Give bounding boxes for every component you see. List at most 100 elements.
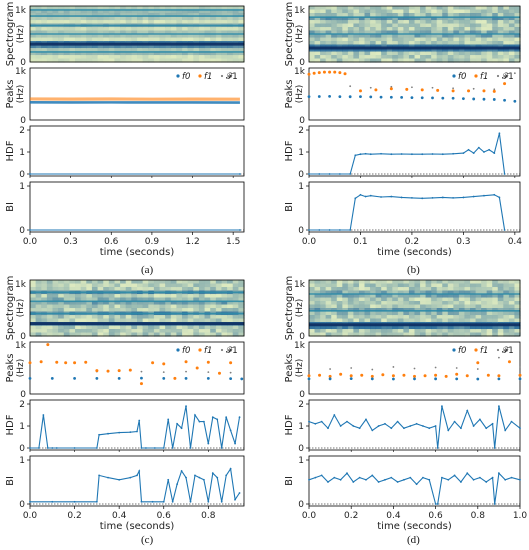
spectrogram-cell [397,329,404,334]
spectrogram-cell [137,27,144,32]
spectrogram-cell [153,30,161,35]
spectrogram-cell [204,6,211,11]
spectrogram-cell [381,34,388,39]
spectrogram-cell [131,318,138,323]
spectrogram-cell [381,51,388,56]
spectrogram-cell [148,283,155,288]
spectrogram-cell [221,13,228,18]
spectrogram-cell [453,329,460,334]
spectrogram-cell [63,280,71,285]
spectrogram-cell [148,308,155,313]
spectrogram-cell [464,30,471,35]
bi-point [390,195,393,198]
bi-point [415,483,418,486]
spectrogram-cell [80,304,87,309]
spectrogram-cell [232,16,239,21]
bi-point [349,229,352,231]
spectrogram-cell [69,58,76,63]
spectrogram-cell [176,325,183,330]
spectrogram-cell [420,16,427,21]
spectrogram-cell [86,44,93,49]
spectrogram-cell [137,308,144,313]
spectrogram-cell [148,20,155,25]
spectrogram-cell [120,332,127,337]
spectrogram-cell [486,283,493,288]
spectrogram-cell [165,332,172,337]
spectrogram-cell [353,55,360,60]
spectrogram-cell [375,294,382,299]
spectrogram-cell [336,34,343,39]
spectrogram-cell [447,318,454,323]
spectrogram-cell [142,9,149,14]
spectrogram-cell [176,280,183,285]
spectrogram-cell [481,290,488,295]
spectrogram-cell [486,290,493,295]
spectrogram-cell [314,287,321,292]
spectrogram-cell [370,294,377,299]
spectrogram-cell [58,37,65,42]
bi-point [479,476,481,479]
spectrogram-cell [215,308,223,313]
spectrogram-cell [227,13,234,18]
spectrogram-cell [63,58,71,63]
spectrogram-cell [442,58,449,63]
spectrogram-cell [497,27,504,32]
spectrogram-cell [46,332,54,337]
spectrogram-cell [142,308,149,313]
spectrogram-cell [131,37,138,42]
peaks-F1-point [434,366,437,369]
spectrogram-cell [137,304,144,309]
spectrogram-cell [464,58,471,63]
spectrogram-cell [503,297,510,302]
spectrogram-cell [364,58,371,63]
peaks-f1-point [374,88,378,92]
peaks-ylabel: Peaks [5,80,16,109]
spectrogram-cell [481,30,488,35]
spectrogram-cell [503,315,510,320]
spectrogram-cell [492,6,499,11]
peaks-f1-point [451,89,455,93]
spectrogram-cell [342,58,349,63]
bi-point [185,476,187,479]
spectrogram-cell [453,332,460,337]
bi-point [421,197,424,200]
spectrogram-cell [331,48,338,53]
spectrogram-ytick-label: 1k [294,280,306,290]
spectrogram-cell [114,304,121,309]
spectrogram-cell [425,280,432,285]
spectrogram-cell [470,51,477,56]
peaks-ytick-label: 1k [15,341,27,351]
spectrogram-cell [442,23,449,28]
hdf-point [371,429,374,432]
peaks-f1-point [358,89,362,93]
hdf-point [466,409,469,412]
spectrogram-cell [41,332,48,337]
spectrogram-cell [204,34,211,39]
spectrogram-cell [97,30,104,35]
spectrogram-cell [80,301,87,306]
spectrogram-cell [165,308,172,313]
spectrogram-cell [431,301,438,306]
spectrogram-cell [381,304,388,309]
hdf-point [308,420,310,423]
peaks-f0-point [338,95,342,98]
peaks-f0-point [95,377,99,380]
spectrogram-cell [108,20,116,25]
peaks-f0-point [400,95,404,99]
spectrogram-cell [75,325,82,330]
spectrogram-cell [447,332,454,337]
spectrogram-cell [481,13,488,18]
spectrogram-cell [453,297,460,302]
peaks-f0-point [431,96,434,100]
spectrogram-cell [342,34,349,39]
spectrogram-cell [97,20,104,25]
spectrogram-cell [336,27,343,32]
hdf-point [364,152,367,155]
spectrogram-cell [198,297,206,302]
spectrogram-cell [176,332,183,337]
spectrogram-cell [436,6,443,11]
spectrogram-cell [392,13,399,18]
spectrogram-cell [336,48,343,53]
spectrogram-cell [386,30,393,35]
spectrogram-cell [75,9,82,14]
